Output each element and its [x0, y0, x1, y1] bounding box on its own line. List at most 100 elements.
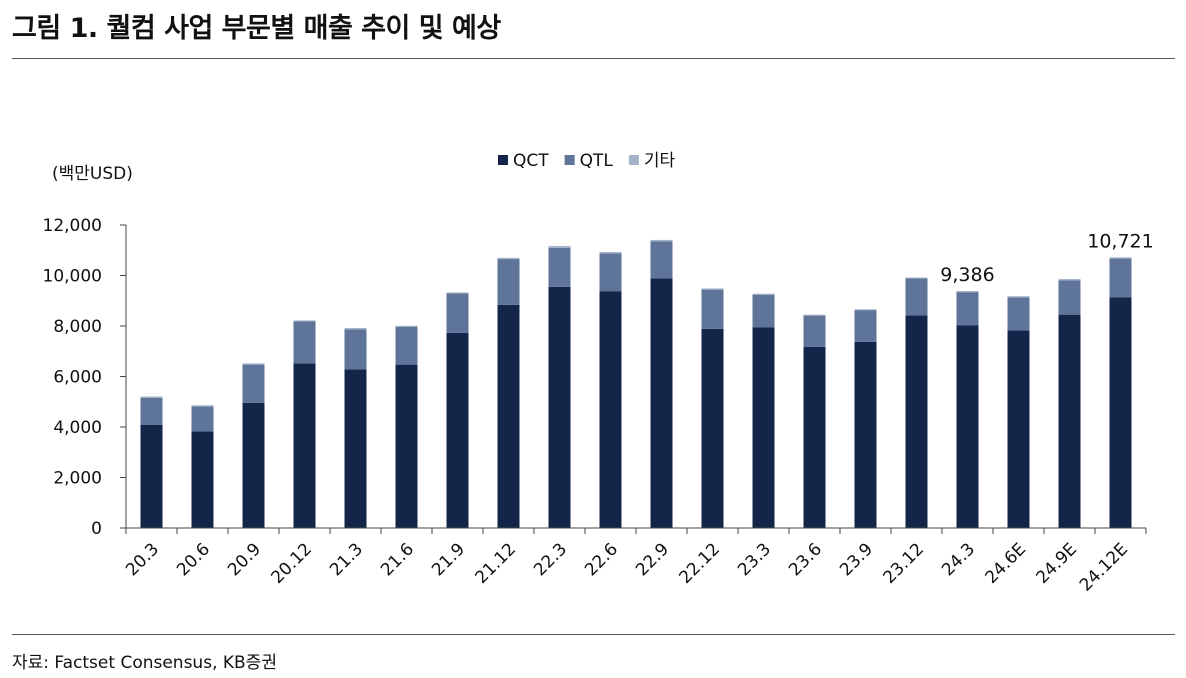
- bar-segment: [548, 245, 571, 248]
- x-tick-label: 22.12: [675, 539, 724, 588]
- y-axis-unit-label: (백만USD): [52, 164, 133, 184]
- bar-segment: [905, 315, 928, 528]
- bar-segment: [1109, 297, 1132, 528]
- bar-segment: [395, 326, 418, 365]
- legend-label: 기타: [644, 151, 676, 171]
- bar-segment: [344, 369, 367, 528]
- x-tick-label: 20.12: [267, 539, 316, 588]
- legend-swatch: [564, 155, 575, 165]
- bar-segment: [701, 288, 724, 290]
- legend-label: QTL: [580, 151, 614, 171]
- bar-segment: [446, 292, 469, 294]
- bar-segment: [854, 341, 877, 528]
- bar-segment: [752, 327, 775, 528]
- bar-segment: [497, 259, 520, 305]
- bar-segment: [803, 314, 826, 316]
- bar-segment: [446, 293, 469, 333]
- bar-segment: [1007, 330, 1030, 528]
- bar-segment: [752, 293, 775, 295]
- bar-segment: [1109, 257, 1132, 259]
- data-labels: 9,386 10,721: [940, 230, 1153, 286]
- page-title: 그림 1. 퀄컴 사업 부문별 매출 추이 및 예상: [12, 13, 501, 44]
- bar-segment: [905, 278, 928, 316]
- bar-segment: [191, 405, 214, 407]
- x-tick-label: 20.9: [224, 539, 265, 580]
- y-axis: 0 2,000 4,000 6,000 8,000 10,000 12,000: [43, 216, 127, 539]
- bar-segment: [293, 320, 316, 322]
- bars: [140, 239, 1132, 528]
- bar-segment: [191, 431, 214, 528]
- data-label: 9,386: [940, 264, 994, 286]
- x-tick-label: 20.3: [122, 539, 163, 580]
- bar-segment: [1058, 280, 1081, 315]
- bar-segment: [497, 304, 520, 528]
- bar-segment: [1109, 258, 1132, 298]
- bar-segment: [548, 247, 571, 287]
- x-tick-label: 21.12: [471, 539, 520, 588]
- x-tick-label: 24.12E: [1076, 539, 1132, 595]
- bar-segment: [191, 406, 214, 432]
- bar-segment: [140, 397, 163, 425]
- y-tick-label: 2,000: [53, 469, 102, 489]
- bar-segment: [497, 257, 520, 260]
- bar-segment: [242, 363, 265, 365]
- bar-segment: [395, 364, 418, 528]
- x-tick-label: 23.9: [836, 539, 877, 580]
- bar-segment: [701, 289, 724, 329]
- y-tick-label: 6,000: [53, 368, 102, 388]
- bar-segment: [650, 239, 673, 242]
- bar-segment: [752, 294, 775, 328]
- y-tick-label: 4,000: [53, 418, 102, 438]
- stacked-bar-chart: QCT QTL 기타 (백만USD) 0 2,000 4,000 6,000 8,000 10…: [43, 151, 1154, 596]
- x-tick-label: 23.12: [879, 539, 928, 588]
- x-tick-label: 23.3: [734, 539, 775, 580]
- bar-segment: [140, 424, 163, 528]
- bar-segment: [854, 309, 877, 311]
- bar-segment: [1058, 314, 1081, 528]
- bar-segment: [650, 278, 673, 528]
- bar-segment: [854, 310, 877, 342]
- x-tick-label: 24.3: [938, 539, 979, 580]
- bar-segment: [446, 332, 469, 528]
- bar-segment: [293, 321, 316, 364]
- bar-segment: [599, 291, 622, 528]
- x-tick-label: 24.6E: [982, 539, 1031, 588]
- x-tick-label: 23.6: [785, 539, 826, 580]
- y-tick-label: 10,000: [43, 267, 102, 287]
- bar-segment: [956, 325, 979, 528]
- bar-segment: [803, 346, 826, 528]
- y-tick-label: 8,000: [53, 317, 102, 337]
- top-divider: [12, 58, 1175, 59]
- legend-label: QCT: [513, 151, 549, 171]
- bar-segment: [701, 328, 724, 528]
- legend: QCT QTL 기타: [498, 151, 676, 171]
- y-tick-label: 0: [91, 519, 102, 539]
- x-tick-label: 21.9: [428, 539, 469, 580]
- bar-segment: [956, 292, 979, 326]
- legend-swatch: [628, 155, 639, 165]
- bar-segment: [599, 253, 622, 292]
- y-tick-label: 12,000: [43, 216, 102, 236]
- bar-segment: [344, 329, 367, 370]
- data-label: 10,721: [1087, 230, 1153, 252]
- bar-segment: [395, 325, 418, 327]
- x-tick-label: 21.6: [377, 539, 418, 580]
- bar-segment: [242, 364, 265, 403]
- bar-segment: [1007, 296, 1030, 298]
- legend-swatch: [498, 155, 508, 165]
- bar-segment: [803, 315, 826, 347]
- x-axis: 20.3 20.6 20.9 20.12 21.3 21.6 21.9 21.12 22.3 22…: [122, 527, 1147, 596]
- bar-segment: [599, 252, 622, 254]
- x-tick-label: 24.9E: [1033, 539, 1082, 588]
- x-tick-label: 22.6: [581, 539, 622, 580]
- x-tick-label: 21.3: [326, 539, 367, 580]
- x-tick-label: 22.9: [632, 539, 673, 580]
- bar-segment: [293, 363, 316, 528]
- source-note: 자료: Factset Consensus, KB증권: [12, 653, 277, 673]
- bar-segment: [650, 241, 673, 279]
- bar-segment: [344, 328, 367, 330]
- bar-segment: [1058, 279, 1081, 281]
- bar-segment: [140, 396, 163, 398]
- bottom-divider: [12, 634, 1175, 635]
- x-tick-label: 20.6: [173, 539, 214, 580]
